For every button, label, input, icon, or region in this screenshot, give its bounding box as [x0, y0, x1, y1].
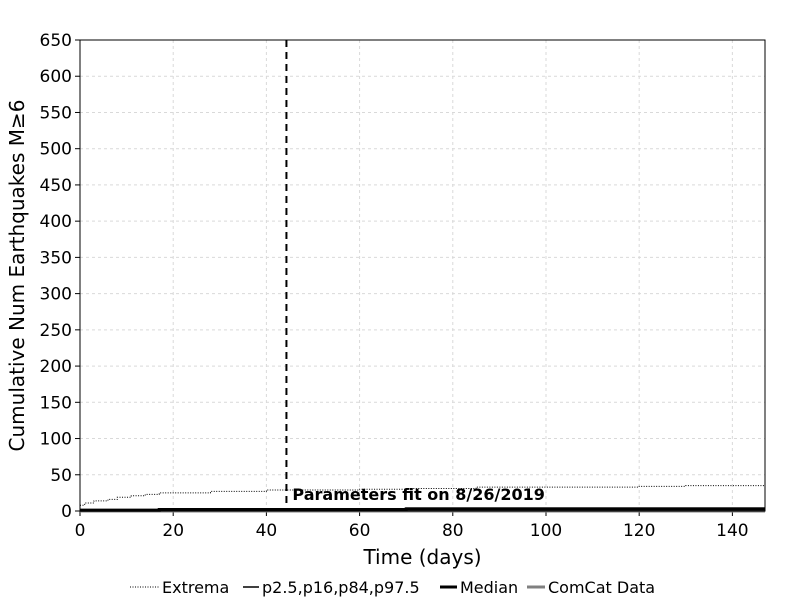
legend-label: Median	[460, 578, 518, 597]
y-tick-label: 100	[40, 430, 72, 450]
y-tick-label: 0	[61, 502, 72, 522]
y-tick-label: 200	[40, 357, 72, 377]
series-line-p2-5-p16-p84-p97-5	[80, 507, 765, 511]
y-tick-label: 150	[40, 393, 72, 413]
x-tick-label: 120	[623, 521, 655, 541]
y-axis-label: Cumulative Num Earthquakes M≥6	[5, 100, 29, 452]
fit-date-annotation: Parameters fit on 8/26/2019	[292, 485, 544, 504]
x-tick-label: 0	[75, 521, 86, 541]
y-tick-label: 50	[50, 466, 72, 486]
y-tick-label: 300	[40, 285, 72, 305]
x-tick-label: 60	[349, 521, 371, 541]
legend-label: Extrema	[162, 578, 229, 597]
x-tick-label: 80	[442, 521, 464, 541]
x-tick-label: 140	[716, 521, 748, 541]
x-tick-label: 100	[530, 521, 562, 541]
y-tick-label: 350	[40, 248, 72, 268]
legend: Extrema p2.5,p16,p84,p97.5 Median ComCat Da…	[130, 578, 655, 597]
legend-label: ComCat Data	[548, 578, 655, 597]
x-tick-label: 40	[256, 521, 278, 541]
y-tick-label: 600	[40, 67, 72, 87]
series-line-extrema	[80, 484, 766, 506]
y-tick-label: 450	[40, 176, 72, 196]
x-axis-label: Time (days)	[362, 545, 481, 569]
y-tick-label: 500	[40, 140, 72, 160]
y-tick-label: 550	[40, 103, 72, 123]
y-tick-label: 400	[40, 212, 72, 232]
y-tick-label: 250	[40, 321, 72, 341]
legend-label: p2.5,p16,p84,p97.5	[262, 578, 420, 597]
y-tick-label: 650	[40, 31, 72, 51]
plot-frame	[79, 39, 766, 512]
x-tick-label: 20	[162, 521, 184, 541]
grid	[79, 39, 765, 512]
axis-ticks: 0 20 40 60 80 100 120 140 0 50 100 150 200 250 300 350 4…	[40, 31, 749, 541]
